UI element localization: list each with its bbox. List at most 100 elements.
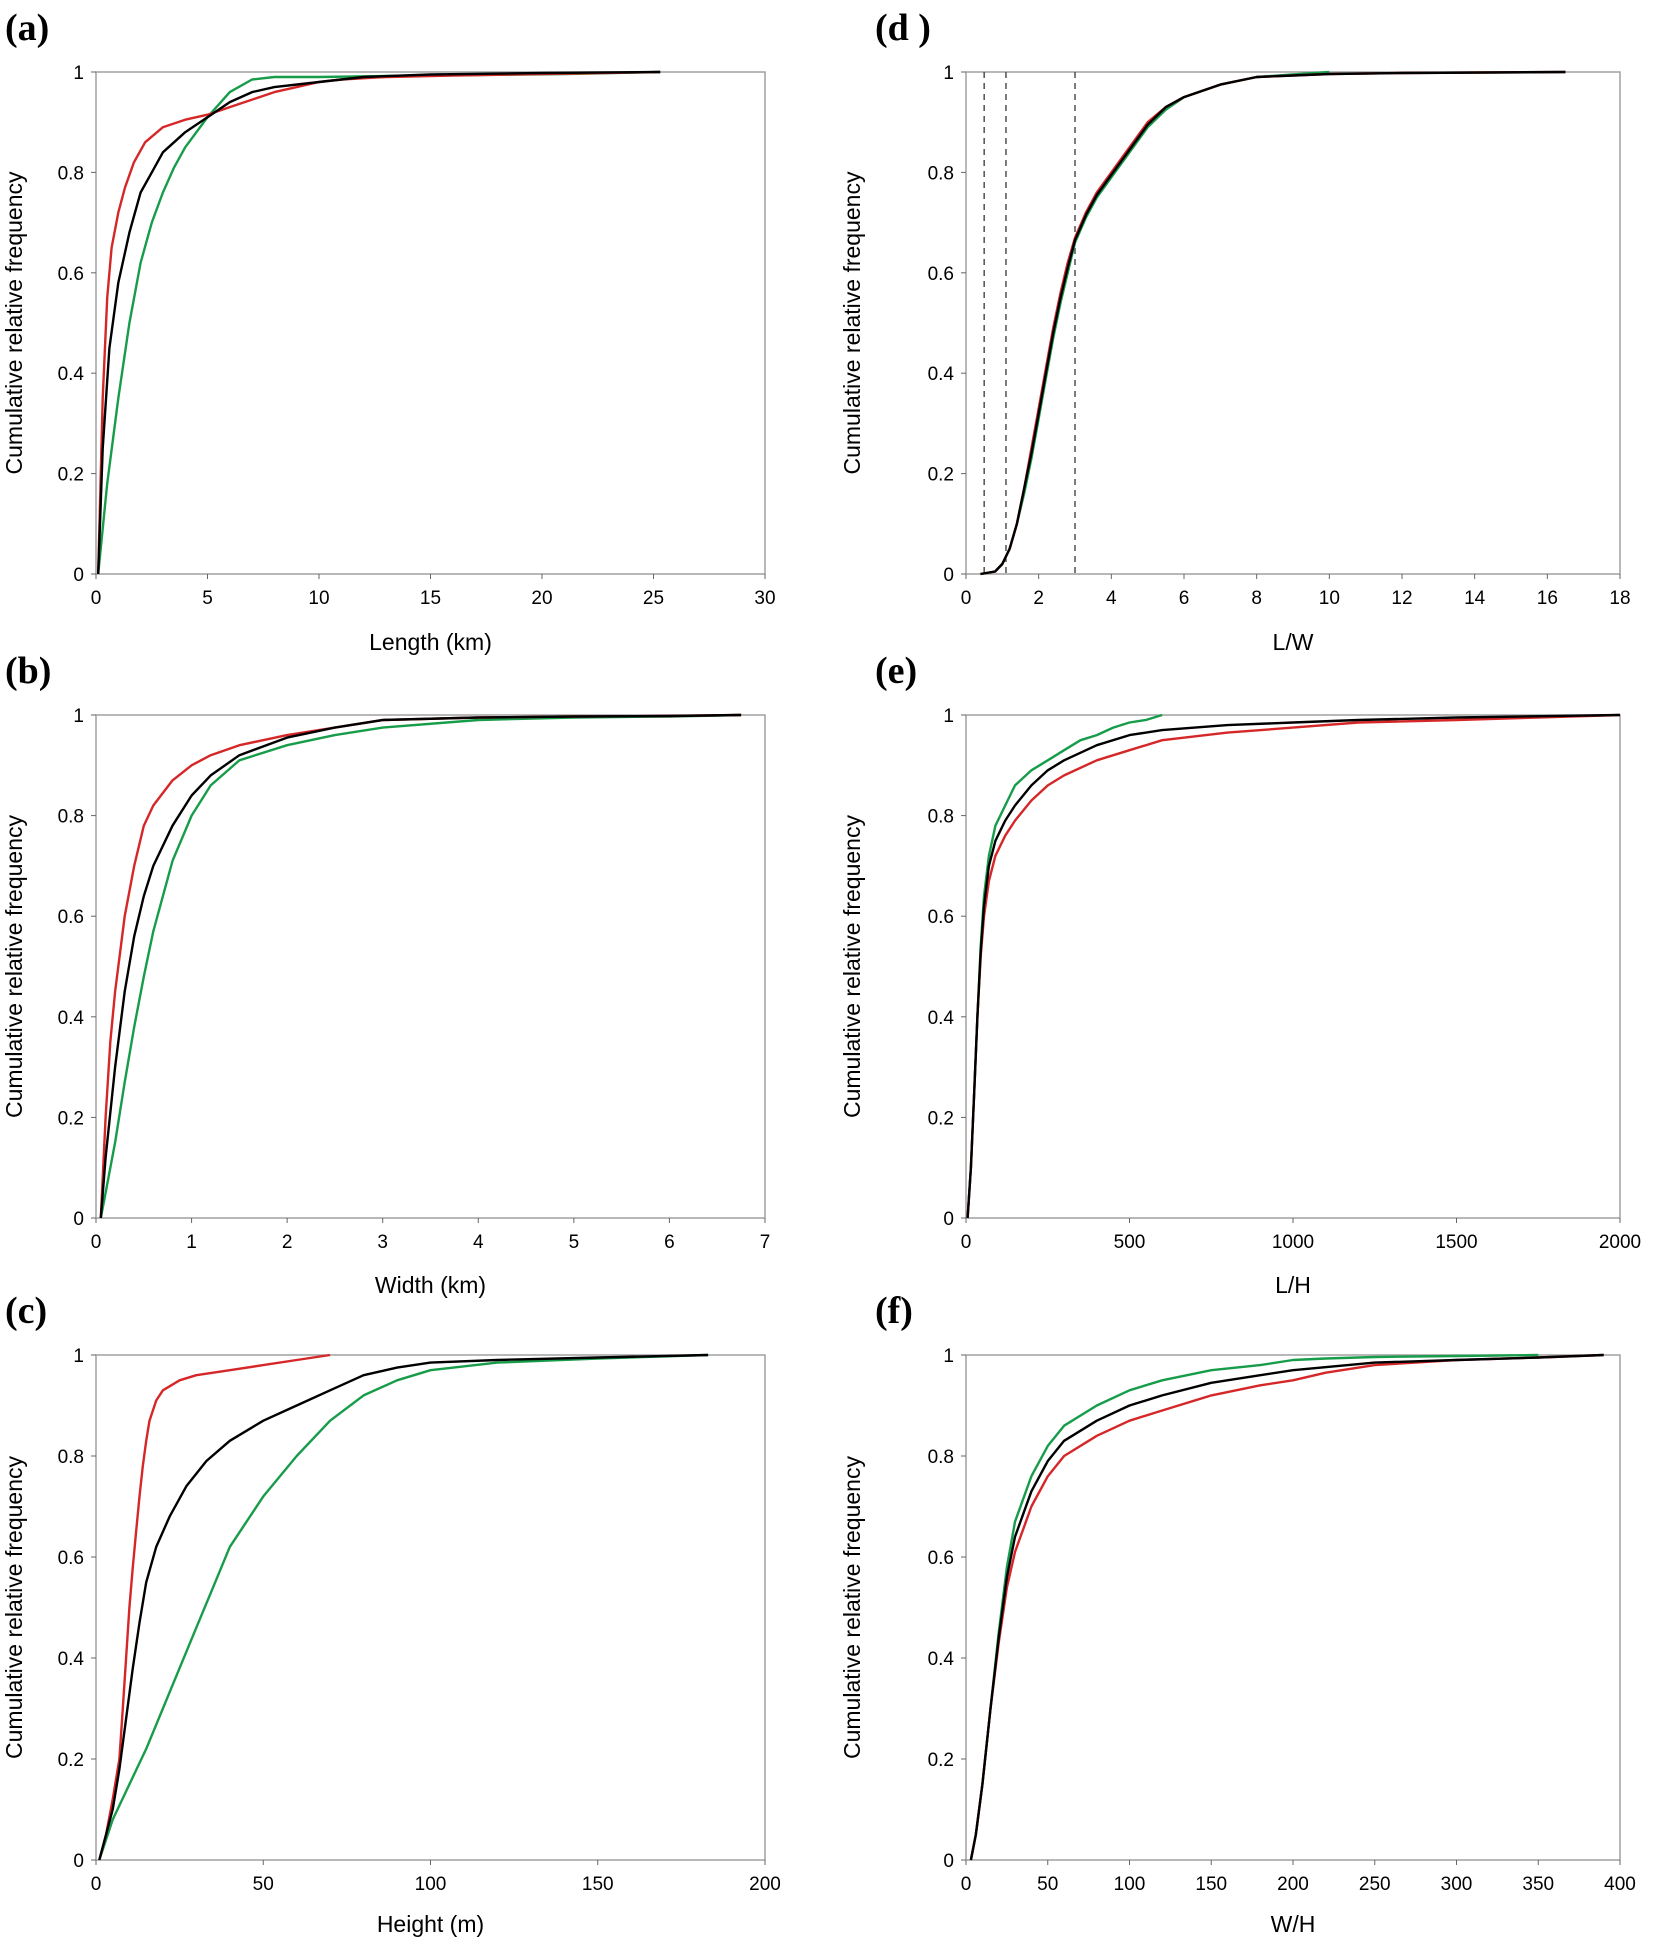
x-tick-label: 350 bbox=[1522, 1874, 1554, 1895]
y-tick-label: 0.8 bbox=[928, 1447, 954, 1468]
x-tick-label: 1000 bbox=[1272, 1232, 1314, 1253]
y-tick-label: 0.6 bbox=[58, 907, 84, 928]
x-tick-label: 6 bbox=[1179, 588, 1190, 609]
x-tick-label: 10 bbox=[1319, 588, 1340, 609]
x-tick-label: 6 bbox=[664, 1232, 675, 1253]
x-tick-label: 14 bbox=[1464, 588, 1486, 609]
y-tick-label: 0 bbox=[73, 1209, 84, 1230]
x-axis-title-c: Height (m) bbox=[377, 1911, 484, 1937]
x-tick-label: 200 bbox=[749, 1874, 781, 1895]
panel-f: (f) 0 0.2 0.4 0.6 0.8 1 0 50 100 150 200 250 300 350 40… bbox=[839, 1290, 1636, 1937]
x-axis-title-d: L/W bbox=[1273, 629, 1314, 655]
y-tick-label: 1 bbox=[73, 1346, 84, 1367]
panel-label-a: (a) bbox=[5, 7, 49, 49]
x-tick-label: 8 bbox=[1251, 588, 1262, 609]
plot-frame-e bbox=[965, 714, 1621, 1219]
panel-label-b: (b) bbox=[5, 650, 51, 692]
y-tick-label: 0.8 bbox=[58, 807, 84, 828]
x-tick-label: 250 bbox=[1359, 1874, 1391, 1895]
y-axis-title-e: Cumulative relative frequency bbox=[839, 815, 865, 1118]
y-tick-label: 0.4 bbox=[58, 364, 85, 385]
y-tick-label: 1 bbox=[73, 63, 84, 84]
y-axis-title-b: Cumulative relative frequency bbox=[1, 815, 27, 1118]
series-line-green bbox=[97, 70, 661, 575]
y-axis-title-f: Cumulative relative frequency bbox=[839, 1456, 865, 1759]
x-tick-label: 150 bbox=[1195, 1874, 1227, 1895]
series-line-red bbox=[98, 1353, 331, 1861]
y-tick-label: 0.2 bbox=[928, 1750, 954, 1771]
y-tick-label: 0 bbox=[943, 1209, 954, 1230]
y-tick-label: 0.4 bbox=[58, 1008, 85, 1029]
x-tick-label: 200 bbox=[1277, 1874, 1309, 1895]
y-axis-title-c: Cumulative relative frequency bbox=[1, 1456, 27, 1759]
x-axis-title-a: Length (km) bbox=[369, 629, 492, 655]
x-tick-label: 18 bbox=[1609, 588, 1630, 609]
x-tick-label: 4 bbox=[1106, 588, 1117, 609]
x-tick-label: 0 bbox=[961, 588, 972, 609]
y-tick-label: 0.2 bbox=[58, 465, 84, 486]
x-tick-label: 400 bbox=[1604, 1874, 1636, 1895]
series-line-black bbox=[980, 70, 1566, 576]
series-line-green bbox=[99, 713, 742, 1219]
x-tick-label: 0 bbox=[961, 1232, 972, 1253]
x-tick-label: 4 bbox=[473, 1232, 484, 1253]
series-line-black bbox=[966, 713, 1621, 1219]
x-tick-label: 3 bbox=[377, 1232, 388, 1253]
x-tick-label: 0 bbox=[91, 588, 102, 609]
y-tick-label: 0.6 bbox=[928, 1548, 954, 1569]
x-axis-title-b: Width (km) bbox=[375, 1272, 486, 1298]
x-tick-label: 2000 bbox=[1599, 1232, 1641, 1253]
y-axis-title-d: Cumulative relative frequency bbox=[839, 171, 865, 474]
series-line-green bbox=[98, 1353, 709, 1861]
series-line-black bbox=[969, 1353, 1604, 1861]
series-line-green bbox=[980, 70, 1330, 576]
series-line-red bbox=[969, 1353, 1604, 1861]
x-tick-label: 2 bbox=[1033, 588, 1044, 609]
panel-e: (e) 0 0.2 0.4 0.6 0.8 1 0 500 1000 1500 2000 L/H Cumu… bbox=[839, 650, 1641, 1298]
y-tick-label: 0.8 bbox=[928, 163, 954, 184]
panel-label-e: (e) bbox=[875, 650, 917, 692]
y-tick-label: 0.4 bbox=[928, 1008, 955, 1029]
x-tick-label: 300 bbox=[1441, 1874, 1473, 1895]
series-line-red bbox=[980, 70, 1566, 576]
y-tick-label: 0 bbox=[943, 565, 954, 586]
x-tick-label: 2 bbox=[282, 1232, 293, 1253]
y-tick-label: 1 bbox=[943, 63, 954, 84]
panel-label-c: (c) bbox=[5, 1290, 47, 1332]
y-tick-label: 1 bbox=[943, 1346, 954, 1367]
y-tick-label: 0.2 bbox=[58, 1108, 84, 1129]
x-tick-label: 100 bbox=[1114, 1874, 1146, 1895]
plot-frame-a bbox=[95, 71, 766, 575]
y-tick-label: 0 bbox=[73, 565, 84, 586]
panel-d: (d )00.20.40.60.810 2 4 6 8 10 12 14 16 18L/WCumu… bbox=[839, 7, 1631, 655]
x-tick-label: 0 bbox=[961, 1874, 972, 1895]
series-line-red bbox=[97, 70, 661, 575]
series-line-black bbox=[97, 70, 661, 575]
y-tick-label: 0.4 bbox=[928, 1649, 955, 1670]
series-line-red bbox=[966, 713, 1621, 1219]
x-tick-label: 20 bbox=[531, 588, 552, 609]
x-tick-label: 25 bbox=[643, 588, 664, 609]
series-line-black bbox=[99, 713, 742, 1219]
y-tick-label: 0 bbox=[73, 1851, 84, 1872]
x-tick-label: 0 bbox=[91, 1874, 102, 1895]
x-axis-title-e: L/H bbox=[1275, 1272, 1311, 1298]
y-tick-label: 0.2 bbox=[928, 1108, 954, 1129]
y-tick-label: 0.6 bbox=[928, 907, 954, 928]
plot-frame-f bbox=[965, 1354, 1621, 1861]
y-tick-label: 0 bbox=[943, 1851, 954, 1872]
x-tick-label: 1 bbox=[186, 1232, 197, 1253]
x-tick-label: 50 bbox=[253, 1874, 274, 1895]
x-tick-label: 100 bbox=[415, 1874, 447, 1895]
x-tick-label: 1500 bbox=[1435, 1232, 1477, 1253]
panel-c: (c) 0 0.2 0.4 0.6 0.8 1 0 50 100 150 200 Height (m) C… bbox=[1, 1290, 781, 1937]
y-tick-label: 0.4 bbox=[58, 1649, 85, 1670]
x-tick-label: 5 bbox=[202, 588, 213, 609]
y-tick-label: 0.8 bbox=[58, 163, 84, 184]
x-axis-title-f: W/H bbox=[1271, 1911, 1316, 1937]
series-line-green bbox=[969, 1353, 1539, 1861]
x-tick-label: 500 bbox=[1114, 1232, 1146, 1253]
y-tick-label: 1 bbox=[73, 706, 84, 727]
series-line-black bbox=[98, 1353, 709, 1861]
y-tick-label: 0.8 bbox=[58, 1447, 84, 1468]
